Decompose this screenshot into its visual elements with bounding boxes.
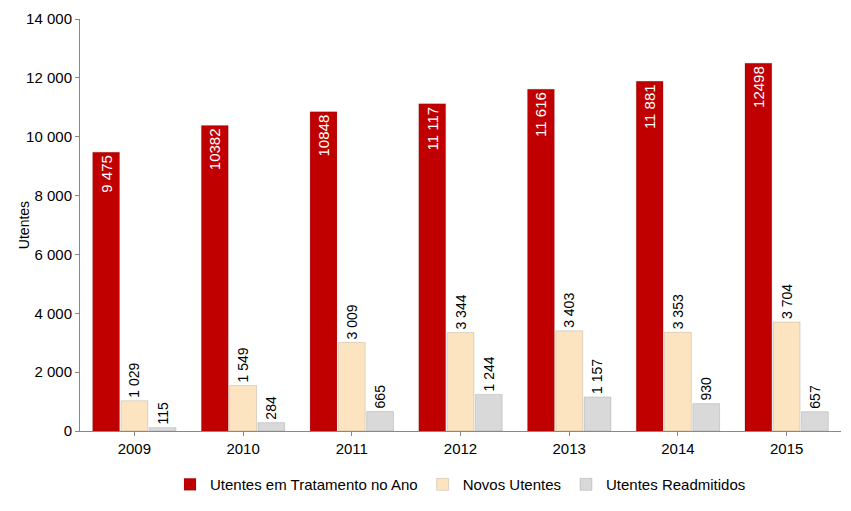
svg-text:1 244: 1 244 xyxy=(481,356,497,391)
svg-text:Utentes Readmitidos: Utentes Readmitidos xyxy=(606,476,745,493)
svg-text:930: 930 xyxy=(698,377,714,401)
svg-text:Utentes em Tratamento no Ano: Utentes em Tratamento no Ano xyxy=(210,476,418,493)
svg-text:4 000: 4 000 xyxy=(34,305,72,322)
svg-text:12498: 12498 xyxy=(750,66,767,108)
svg-text:284: 284 xyxy=(263,396,279,420)
svg-text:6 000: 6 000 xyxy=(34,246,72,263)
svg-text:665: 665 xyxy=(372,385,388,409)
svg-text:1 157: 1 157 xyxy=(589,359,605,394)
svg-text:2013: 2013 xyxy=(553,440,586,457)
svg-text:2014: 2014 xyxy=(661,440,694,457)
svg-text:1 549: 1 549 xyxy=(235,347,251,382)
svg-text:3 009: 3 009 xyxy=(344,304,360,339)
svg-text:9 475: 9 475 xyxy=(98,155,115,193)
svg-text:11 616: 11 616 xyxy=(532,92,549,137)
svg-text:3 704: 3 704 xyxy=(779,284,795,319)
svg-text:2011: 2011 xyxy=(336,440,368,457)
svg-text:1 029: 1 029 xyxy=(126,362,142,397)
svg-text:3 403: 3 403 xyxy=(561,293,577,328)
svg-text:657: 657 xyxy=(807,385,823,409)
svg-text:3 344: 3 344 xyxy=(453,294,469,329)
svg-text:11 881: 11 881 xyxy=(641,84,658,129)
svg-text:10382: 10382 xyxy=(206,128,223,170)
svg-text:Utentes: Utentes xyxy=(16,201,32,249)
svg-text:3 353: 3 353 xyxy=(670,294,686,329)
svg-text:2015: 2015 xyxy=(770,440,803,457)
svg-text:2010: 2010 xyxy=(226,440,259,457)
svg-text:14 000: 14 000 xyxy=(26,10,72,27)
svg-text:2009: 2009 xyxy=(118,440,151,457)
svg-text:12 000: 12 000 xyxy=(26,69,72,86)
svg-text:Novos Utentes: Novos Utentes xyxy=(463,476,561,493)
svg-text:10 000: 10 000 xyxy=(26,128,72,145)
svg-text:11 117: 11 117 xyxy=(424,107,441,151)
svg-text:8 000: 8 000 xyxy=(34,187,72,204)
svg-text:115: 115 xyxy=(155,402,171,425)
svg-text:10848: 10848 xyxy=(315,115,332,157)
svg-text:2 000: 2 000 xyxy=(34,363,72,380)
svg-text:0: 0 xyxy=(64,422,72,439)
svg-text:2012: 2012 xyxy=(444,440,477,457)
